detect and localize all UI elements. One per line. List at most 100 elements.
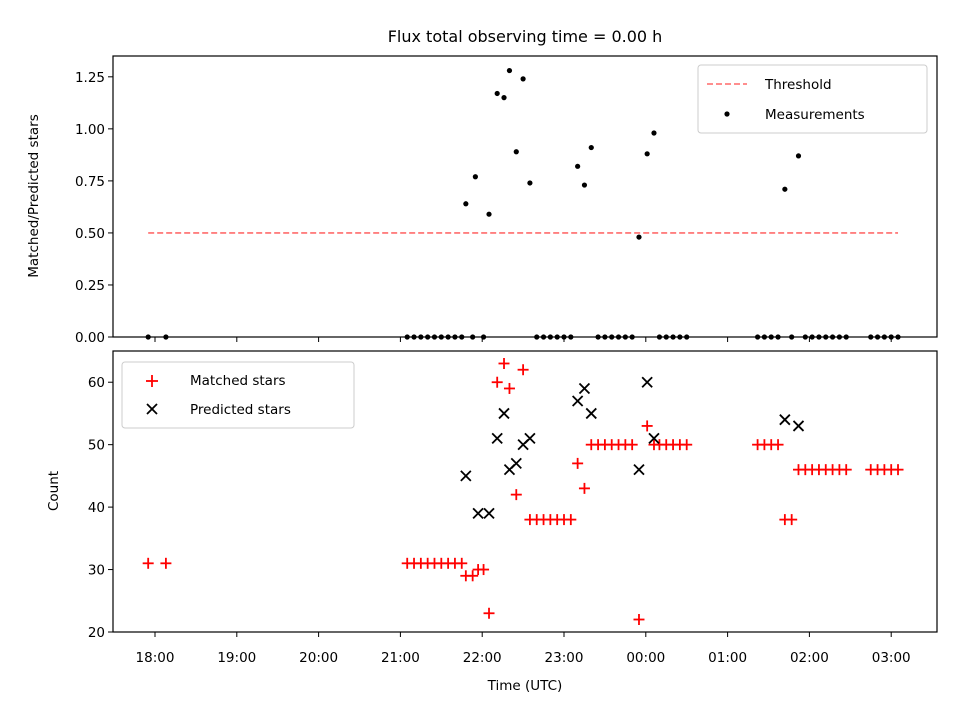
measurement-point bbox=[795, 153, 802, 159]
bottom-plot-frame bbox=[112, 350, 938, 633]
measurement-point bbox=[581, 182, 588, 188]
bottom-legend-predicted-label: Predicted stars bbox=[190, 402, 291, 418]
measurement-point bbox=[651, 130, 657, 136]
measurement-point bbox=[768, 334, 774, 340]
matched-star-point bbox=[478, 564, 490, 576]
matched-star-point bbox=[498, 357, 510, 369]
measurement-point bbox=[761, 334, 768, 340]
top-legend: Threshold Measurements bbox=[697, 64, 928, 134]
predicted-star-stroke-b bbox=[460, 470, 472, 482]
measurement-point bbox=[622, 334, 628, 340]
measurement-point bbox=[452, 334, 458, 340]
x-tick-label: 23:00 bbox=[545, 650, 584, 666]
measurement-point bbox=[609, 334, 615, 340]
measurement-point bbox=[677, 334, 683, 340]
matched-star-point bbox=[892, 464, 904, 476]
measurement-point bbox=[459, 334, 465, 340]
matched-star-point bbox=[572, 457, 584, 469]
matched-star-point bbox=[626, 439, 638, 451]
measurement-point bbox=[540, 334, 547, 340]
matched-star-point bbox=[681, 439, 693, 451]
predicted-star-point bbox=[510, 457, 522, 470]
measurement-point bbox=[823, 334, 829, 340]
measurement-point bbox=[445, 334, 451, 340]
predicted-star-stroke-b bbox=[524, 432, 536, 445]
top-y-tick-label: 0.50 bbox=[75, 226, 105, 242]
matched-star-point bbox=[142, 557, 154, 569]
predicted-star-point bbox=[571, 395, 584, 407]
measurement-point bbox=[404, 334, 410, 340]
matched-star-point bbox=[456, 557, 468, 569]
predicted-star-point bbox=[648, 432, 660, 445]
x-tick-label: 21:00 bbox=[381, 650, 420, 666]
measurement-point bbox=[754, 334, 761, 340]
predicted-star-stroke-b bbox=[792, 420, 805, 432]
bottom-legend-matched-swatch bbox=[146, 375, 158, 387]
bottom-legend-matched-label: Matched stars bbox=[190, 373, 286, 389]
top-plot-area: 0.00 0.25 0.50 0.75 1.00 1.25 bbox=[75, 55, 938, 346]
measurement-point bbox=[895, 334, 901, 340]
bottom-y-tick-label: 30 bbox=[88, 563, 105, 579]
predicted-star-stroke-b bbox=[571, 395, 584, 407]
matched-star-point bbox=[491, 376, 503, 388]
x-tick-label: 18:00 bbox=[136, 650, 175, 666]
measurement-point bbox=[782, 186, 788, 192]
x-tick-label: 19:00 bbox=[217, 650, 256, 666]
measurement-point bbox=[644, 151, 650, 157]
measurement-point bbox=[534, 334, 540, 340]
matched-star-point bbox=[633, 614, 645, 626]
predicted-star-stroke-b bbox=[510, 457, 522, 470]
predicted-star-stroke-b bbox=[648, 432, 660, 445]
top-legend-threshold-label: Threshold bbox=[764, 77, 832, 93]
measurement-point bbox=[868, 334, 874, 340]
top-y-axis-label: Matched/Predicted stars bbox=[26, 114, 42, 277]
measurement-point bbox=[602, 334, 608, 340]
measurement-point bbox=[513, 149, 519, 155]
top-y-tick-label: 1.00 bbox=[75, 122, 105, 138]
measurement-point bbox=[684, 334, 690, 340]
x-tick-label: 01:00 bbox=[708, 650, 747, 666]
measurement-point bbox=[527, 180, 533, 186]
top-y-tick-label: 0.00 bbox=[75, 330, 105, 346]
measurement-point bbox=[411, 334, 417, 340]
measurement-point bbox=[554, 334, 560, 340]
predicted-star-stroke-b bbox=[585, 407, 597, 420]
measurement-point bbox=[501, 95, 507, 101]
measurement-point bbox=[547, 334, 553, 340]
bottom-y-tick-label: 20 bbox=[88, 625, 105, 641]
bottom-legend-box bbox=[121, 361, 355, 429]
top-plot-frame bbox=[112, 55, 938, 338]
measurement-point bbox=[615, 334, 622, 340]
measurement-point bbox=[472, 174, 478, 180]
predicted-star-point bbox=[498, 407, 510, 420]
top-chart-title: Flux total observing time = 0.00 h bbox=[388, 27, 663, 46]
predicted-star-point bbox=[524, 432, 536, 445]
measurement-point bbox=[663, 334, 669, 340]
matched-star-point bbox=[517, 364, 529, 376]
measurement-point bbox=[829, 334, 836, 340]
x-axis-label: Time (UTC) bbox=[487, 678, 563, 694]
x-tick-label: 00:00 bbox=[626, 650, 665, 666]
bottom-y-tick-label: 50 bbox=[88, 438, 105, 454]
x-tick-label: 03:00 bbox=[872, 650, 911, 666]
matched-star-point bbox=[565, 514, 577, 526]
measurement-point bbox=[843, 334, 849, 340]
measurement-point bbox=[486, 211, 492, 217]
measurement-point bbox=[163, 334, 169, 340]
matched-star-point bbox=[503, 382, 515, 394]
predicted-star-stroke-b bbox=[498, 407, 510, 420]
bottom-y-tick-label: 60 bbox=[88, 375, 105, 391]
predicted-star-point bbox=[779, 414, 791, 426]
predicted-star-point bbox=[633, 464, 645, 476]
predicted-star-stroke-b bbox=[779, 414, 791, 426]
measurement-point bbox=[463, 201, 469, 207]
bottom-legend-predicted-swatch bbox=[146, 403, 158, 415]
top-y-tick-label: 0.75 bbox=[75, 174, 105, 190]
x-tick-label: 02:00 bbox=[790, 650, 829, 666]
measurement-point bbox=[636, 234, 642, 240]
bottom-y-tick-label: 40 bbox=[88, 500, 105, 516]
predicted-star-point bbox=[483, 507, 495, 519]
predicted-star-stroke-b bbox=[472, 507, 484, 519]
measurement-point bbox=[438, 334, 444, 340]
